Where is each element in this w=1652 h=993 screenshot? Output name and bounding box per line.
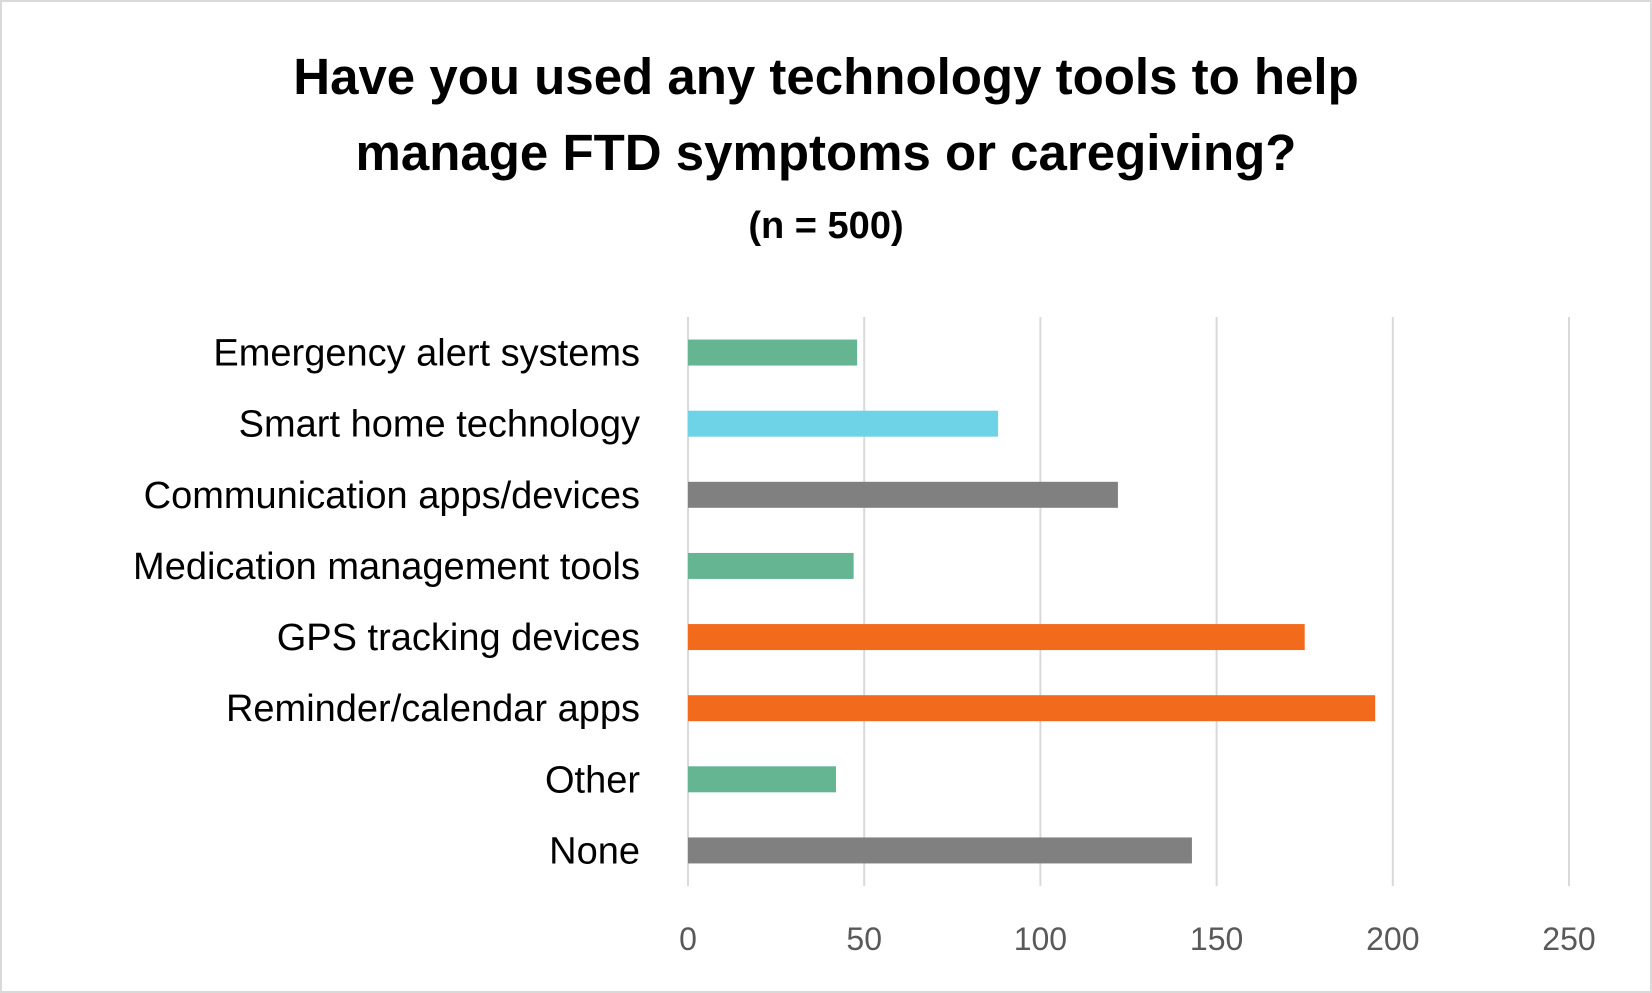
bar [688,339,858,366]
x-tick-label: 150 [1190,921,1243,957]
bar [688,766,837,793]
x-tick-label: 0 [679,921,697,957]
chart-title-line-1: Have you used any technology tools to he… [293,48,1359,105]
category-label: Communication apps/devices [144,475,640,517]
category-label: Other [545,759,640,801]
x-tick-label: 100 [1014,921,1067,957]
category-label: Smart home technology [239,404,640,446]
bar [688,695,1376,722]
x-tick-label: 50 [846,921,882,957]
bar [688,837,1192,864]
category-label: Emergency alert systems [213,333,640,375]
category-label: GPS tracking devices [277,617,640,659]
category-label: Reminder/calendar apps [226,688,640,730]
bar [688,552,854,579]
chart-subtitle: (n = 500) [748,205,904,247]
bar [688,410,999,437]
chart-title-line-2: manage FTD symptoms or caregiving? [355,124,1297,181]
bar [688,624,1305,651]
bar [688,481,1118,508]
x-tick-label: 250 [1542,921,1595,957]
category-label: Medication management tools [133,546,640,588]
category-label: None [549,830,640,872]
x-tick-label: 200 [1366,921,1419,957]
